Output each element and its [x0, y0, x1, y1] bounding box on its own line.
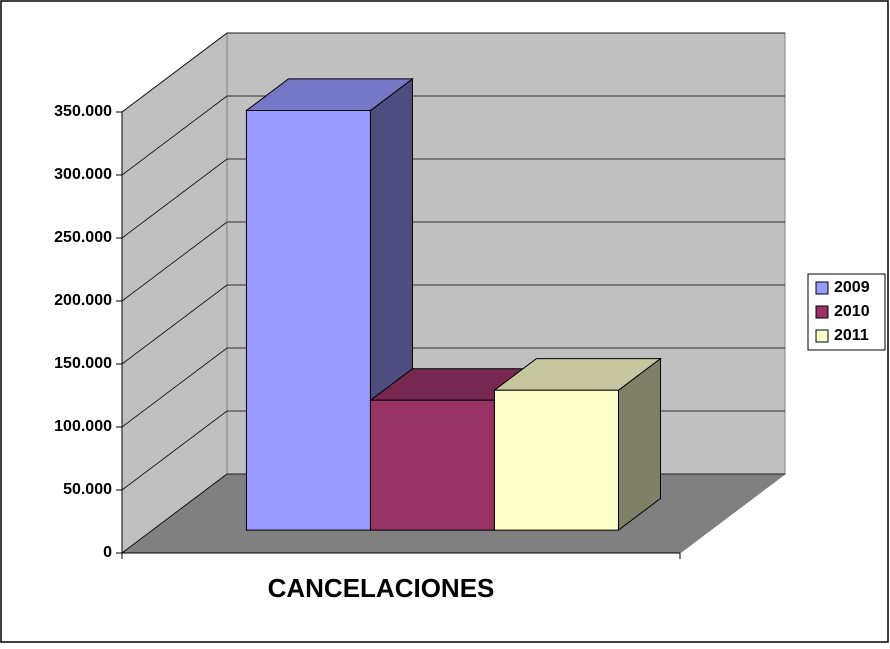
- legend-label: 2010: [834, 303, 870, 320]
- legend-swatch: [815, 329, 829, 343]
- legend-swatch: [815, 305, 829, 319]
- y-tick-label: 0: [103, 544, 112, 561]
- grid-line: [121, 32, 785, 113]
- side-wall: [121, 31, 228, 555]
- y-tick-label: 300.000: [54, 166, 112, 183]
- y-tick-label: 100.000: [54, 418, 112, 435]
- bar: [245, 110, 371, 531]
- grid-line: [121, 347, 785, 428]
- grid-line: [121, 158, 785, 239]
- legend-label: 2011: [834, 327, 869, 344]
- grid-line: [121, 284, 785, 365]
- grid-line: [121, 95, 785, 176]
- y-tick-label: 250.000: [54, 229, 112, 246]
- legend-swatch: [815, 281, 829, 295]
- y-tick-label: 50.000: [63, 481, 112, 498]
- x-tick-label: CANCELACIONES: [268, 573, 495, 603]
- grid-line: [121, 221, 785, 302]
- bar: [493, 389, 619, 531]
- y-tick-label: 350.000: [54, 103, 112, 120]
- y-tick-label: 150.000: [54, 355, 112, 372]
- y-tick-label: 200.000: [54, 292, 112, 309]
- bar: [369, 399, 495, 531]
- legend-label: 2009: [834, 279, 870, 296]
